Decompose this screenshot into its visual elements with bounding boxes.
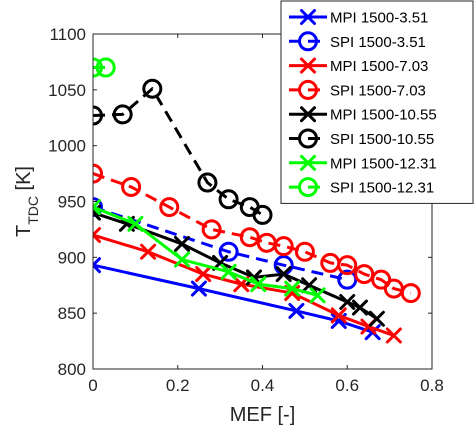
legend-circle-marker <box>298 177 318 198</box>
series-mpi-1500-3-51 <box>93 257 381 341</box>
legend: MPI 1500-3.51 SPI 1500-3.51 MPI 1500-7.03 S… <box>280 0 474 204</box>
legend-x-marker <box>300 9 316 25</box>
circle-marker <box>337 269 358 290</box>
legend-entry: MPI 1500-12.31 <box>289 154 437 172</box>
series-spi-1500-10-55 <box>93 78 273 225</box>
legend-circle-marker <box>298 31 318 52</box>
legend-label: MPI 1500-7.03 <box>330 58 428 75</box>
legend-entry: SPI 1500-7.03 <box>289 79 426 100</box>
circle-marker <box>354 264 375 285</box>
x-marker <box>220 263 237 280</box>
x-marker <box>339 294 356 310</box>
legend-entry: SPI 1500-10.55 <box>289 128 434 149</box>
legend-circle-marker <box>298 128 318 149</box>
x-tick-label: 0.4 <box>251 376 275 395</box>
circle-marker <box>112 104 133 125</box>
series-spi-1500-7-03 <box>93 163 421 304</box>
circle-marker <box>201 219 222 240</box>
legend-label: SPI 1500-7.03 <box>330 82 426 99</box>
circle-marker <box>142 78 163 99</box>
circle-marker <box>95 57 116 78</box>
legend-box <box>280 0 474 204</box>
legend-entry: SPI 1500-3.51 <box>289 31 426 52</box>
legend-entry: MPI 1500-10.55 <box>289 106 437 124</box>
legend-entry: SPI 1500-12.31 <box>289 177 434 198</box>
x-marker <box>93 257 101 274</box>
ticks-layer: 0 0.2 0.4 0.6 0.8 800 850 900 950 1000 1050 1100 <box>48 25 444 395</box>
y-axis-label-unit: [K] <box>13 166 35 196</box>
x-tick-label: 0.6 <box>335 376 359 395</box>
y-axis-label: TTDC [K] <box>13 166 41 237</box>
circle-marker <box>121 176 142 197</box>
x-marker <box>351 299 368 316</box>
x-marker <box>368 310 385 327</box>
circle-marker <box>218 241 239 262</box>
circle-marker <box>273 236 294 257</box>
x-marker <box>284 280 301 297</box>
series-line <box>93 172 412 295</box>
y-axis-label-main: T <box>13 225 35 237</box>
legend-x-marker <box>300 154 316 171</box>
x-marker <box>275 266 292 283</box>
legend-label: SPI 1500-12.31 <box>330 180 434 197</box>
y-tick-label: 1100 <box>49 25 86 44</box>
legend-label: SPI 1500-10.55 <box>330 131 434 148</box>
x-marker <box>93 227 101 243</box>
circle-marker <box>239 227 260 248</box>
circle-marker <box>400 283 421 304</box>
x-marker <box>190 280 207 297</box>
legend-entry: MPI 1500-3.51 <box>289 9 428 27</box>
circle-marker <box>218 189 239 210</box>
x-marker <box>93 199 101 216</box>
series-mpi-1500-7-03 <box>93 227 402 344</box>
legend-label: SPI 1500-3.51 <box>330 34 426 51</box>
legend-x-marker <box>300 106 316 123</box>
x-tick-label: 0.8 <box>420 376 444 395</box>
y-tick-label: 800 <box>58 360 86 379</box>
series-spi-1500-12-31 <box>93 57 116 78</box>
circle-marker <box>93 197 103 218</box>
y-tick-label: 1050 <box>48 81 86 100</box>
legend-entry: MPI 1500-7.03 <box>289 57 428 75</box>
x-marker <box>330 307 347 324</box>
legend-label: MPI 1500-10.55 <box>330 107 437 124</box>
series-layer <box>93 57 421 344</box>
x-tick-label: 0 <box>88 376 97 395</box>
x-axis-label: MEF [-] <box>230 404 296 426</box>
legend-label: MPI 1500-12.31 <box>330 155 437 172</box>
circle-marker <box>93 57 103 78</box>
x-marker <box>173 251 190 268</box>
circle-marker <box>93 163 103 184</box>
x-tick-label: 0.2 <box>166 376 190 395</box>
x-marker <box>140 243 157 260</box>
x-marker <box>173 235 190 252</box>
circle-marker <box>93 105 103 126</box>
legend-circle-marker <box>298 79 318 100</box>
circle-marker <box>252 204 273 225</box>
y-tick-label: 950 <box>58 193 86 212</box>
circle-marker <box>197 172 218 193</box>
series-line <box>93 87 264 217</box>
x-marker <box>385 327 402 344</box>
series-line <box>93 211 378 321</box>
y-tick-label: 1000 <box>48 137 86 156</box>
circle-marker <box>337 255 358 276</box>
legend-label: MPI 1500-3.51 <box>330 10 428 27</box>
series-line <box>93 233 395 337</box>
x-marker <box>127 215 144 232</box>
x-marker <box>195 266 212 283</box>
x-marker <box>250 276 267 293</box>
x-marker <box>288 302 305 319</box>
circle-marker <box>159 197 180 218</box>
y-axis-label-subscript: TDC <box>25 196 41 225</box>
x-marker <box>309 287 326 304</box>
legend-x-marker <box>300 57 316 74</box>
series-mpi-1500-12-31 <box>93 199 326 304</box>
series-line <box>93 205 348 282</box>
y-tick-label: 850 <box>58 304 86 323</box>
y-tick-label: 900 <box>58 248 86 267</box>
circle-marker <box>294 241 315 262</box>
